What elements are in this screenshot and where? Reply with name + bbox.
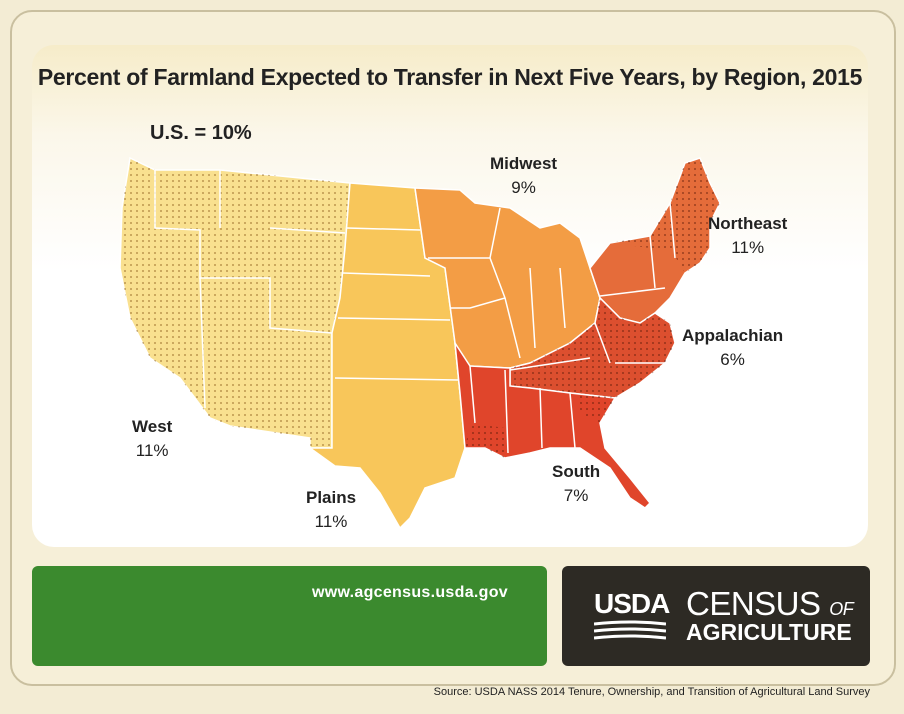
agriculture-logo-text: AGRICULTURE bbox=[686, 619, 852, 645]
map-title: Percent of Farmland Expected to Transfer… bbox=[37, 64, 863, 90]
us-total-label: U.S. = 10% bbox=[150, 122, 252, 144]
label-northeast: Northeast 11% bbox=[708, 214, 788, 257]
url-banner bbox=[32, 566, 547, 666]
region-west bbox=[119, 156, 351, 449]
census-logo-banner bbox=[562, 566, 870, 666]
label-plains: Plains 11% bbox=[306, 488, 357, 531]
label-south: South 7% bbox=[552, 462, 601, 505]
region-northeast bbox=[589, 157, 721, 324]
label-midwest: Midwest 9% bbox=[490, 154, 558, 197]
region-appalachian bbox=[509, 296, 676, 399]
census-word: CENSUS bbox=[686, 585, 821, 622]
website-link[interactable]: www.agcensus.usda.gov bbox=[312, 584, 508, 601]
us-region-map bbox=[119, 156, 721, 530]
region-appalachian-dots bbox=[510, 298, 675, 398]
label-west: West 11% bbox=[132, 417, 173, 460]
region-northeast-dots bbox=[610, 158, 720, 273]
census-logo-text: CENSUS OF bbox=[686, 585, 854, 623]
region-west-dots bbox=[120, 158, 350, 448]
usda-logo-icon bbox=[594, 620, 666, 640]
usda-logo-text: USDA bbox=[594, 588, 670, 619]
source-note: Source: USDA NASS 2014 Tenure, Ownership… bbox=[429, 686, 874, 698]
region-south-dots bbox=[465, 423, 505, 458]
region-south-dots-sc bbox=[580, 393, 615, 423]
label-appalachian: Appalachian 6% bbox=[682, 326, 784, 369]
region-south bbox=[454, 342, 652, 509]
census-of-word: OF bbox=[829, 599, 854, 619]
